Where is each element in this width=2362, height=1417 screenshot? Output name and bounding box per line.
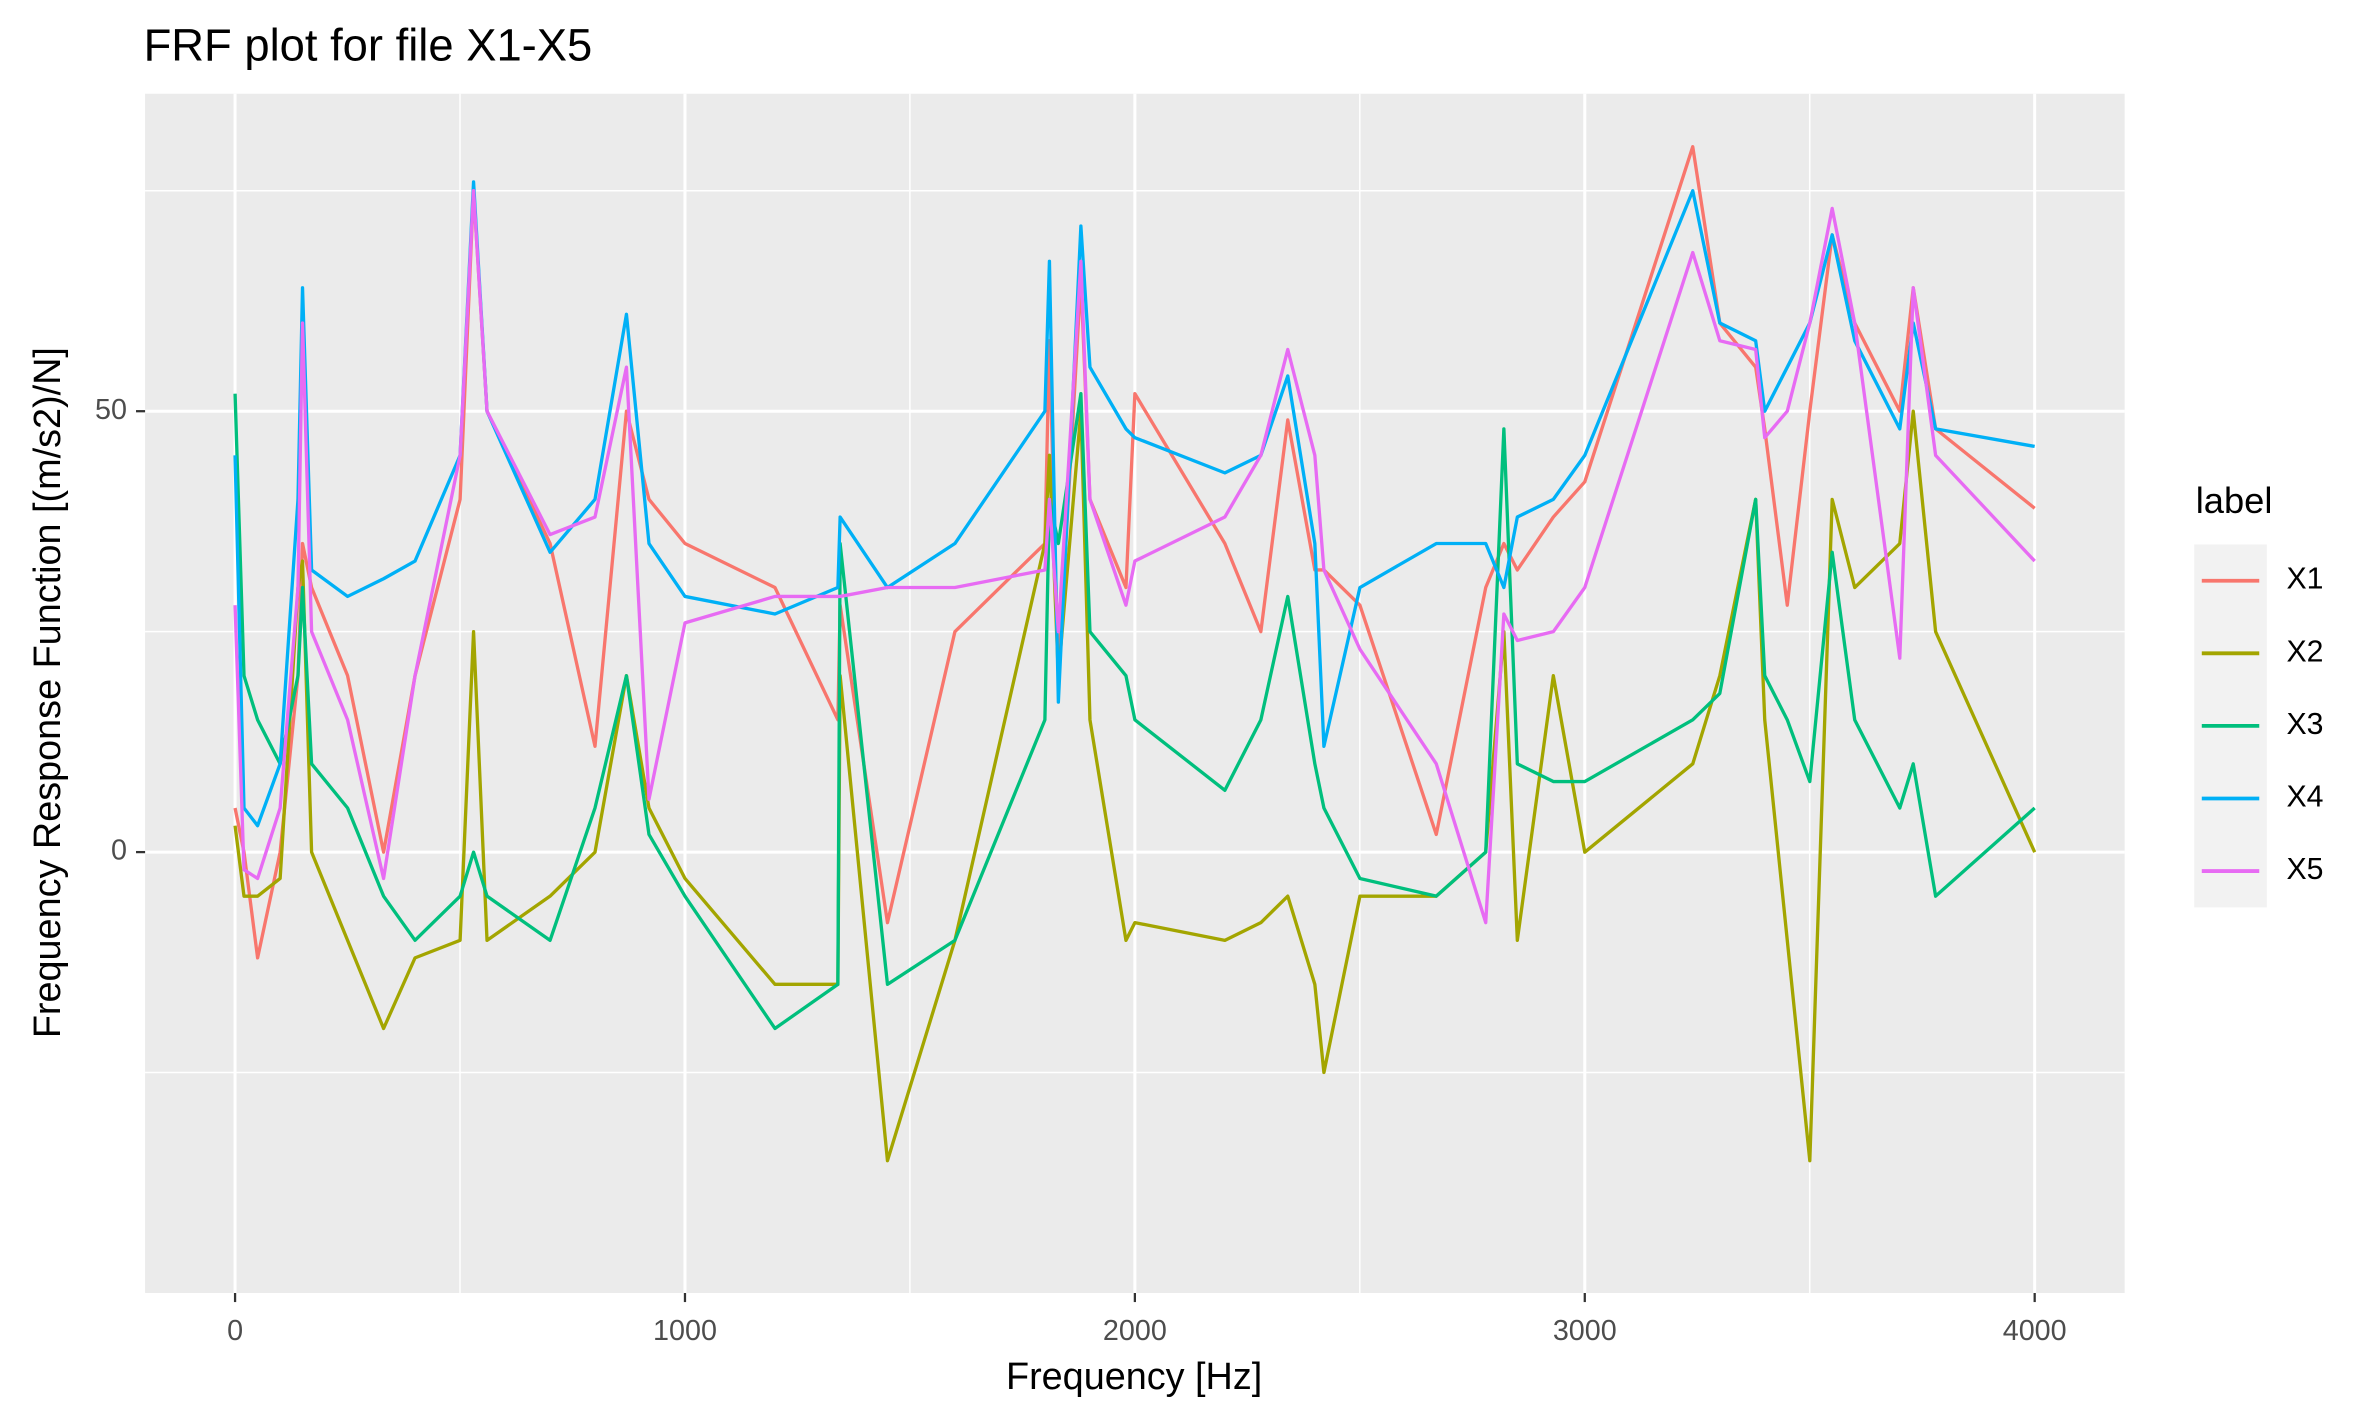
y-axis-title: Frequency Response Function [(m/s2)/N] <box>27 347 69 1038</box>
series-line <box>233 189 2036 925</box>
legend-title: label <box>2196 480 2273 521</box>
lines <box>233 145 2037 1163</box>
x-tick-label: 3000 <box>1553 1315 1617 1347</box>
legend-label: X5 <box>2286 853 2323 886</box>
legend-label: X4 <box>2286 780 2323 813</box>
y-tick-label: 50 <box>95 394 127 426</box>
legend: X1 X2 X3 X4 X5 <box>2201 563 2323 886</box>
x-tick-label: 0 <box>227 1315 243 1347</box>
legend-label: X1 <box>2286 563 2323 596</box>
x-tick-label: 4000 <box>2003 1315 2067 1347</box>
y-tick-label: 0 <box>111 835 127 867</box>
legend-label: X2 <box>2286 635 2323 668</box>
x-axis-title: Frequency [Hz] <box>1006 1356 1262 1398</box>
x-tick-label: 2000 <box>1103 1315 1167 1347</box>
legend-label: X3 <box>2286 708 2323 741</box>
chart-title: FRF plot for file X1-X5 <box>144 19 593 70</box>
x-tick-label: 1000 <box>653 1315 717 1347</box>
series-line <box>233 391 2036 1031</box>
